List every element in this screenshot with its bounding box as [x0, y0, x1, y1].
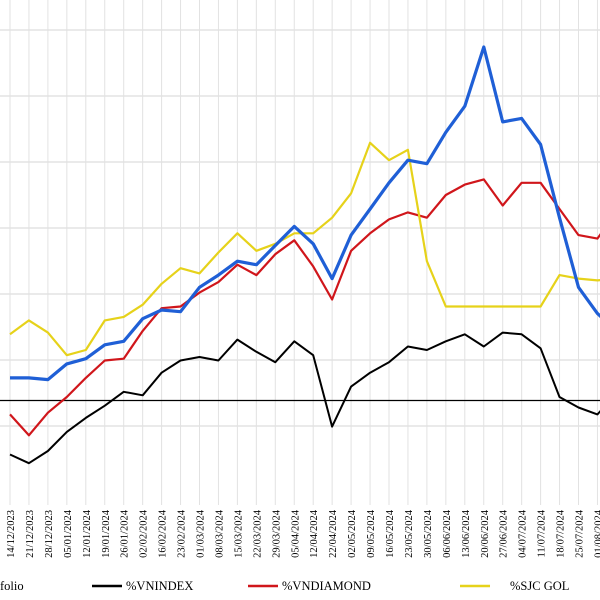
x-tick-label: 16/02/2024	[158, 509, 169, 558]
x-tick-label: 04/07/2024	[518, 509, 529, 558]
x-tick-label: 11/07/2024	[537, 509, 548, 557]
x-tick-label: 20/06/2024	[480, 509, 491, 558]
legend-item: %VNDIAMOND	[248, 579, 371, 593]
x-tick-label: 22/03/2024	[252, 509, 263, 558]
x-tick-label: 06/06/2024	[442, 509, 453, 558]
x-tick-label: 05/04/2024	[290, 509, 301, 558]
legend-label: %VNINDEX	[126, 579, 193, 593]
legend-item: folio	[0, 579, 24, 593]
x-tick-label: 29/03/2024	[271, 509, 282, 558]
x-tick-label: 21/12/2023	[25, 510, 36, 558]
legend-item: %SJC GOL	[460, 579, 569, 593]
series-line-sjcgold	[9, 141, 600, 357]
x-tick-label: 05/01/2024	[63, 509, 74, 558]
legend: folio %VNINDEX %VNDIAMOND %SJC GOL	[0, 579, 569, 593]
x-tick-label: 27/06/2024	[499, 509, 510, 558]
series-layer	[9, 45, 600, 465]
x-tick-label: 13/06/2024	[461, 509, 472, 558]
x-tick-label: 25/07/2024	[575, 509, 586, 558]
series-line-folio	[10, 45, 600, 382]
series-line-vnindex	[9, 331, 600, 465]
x-tick-label: 23/05/2024	[404, 509, 415, 558]
series-line-vndiamond	[9, 178, 600, 437]
x-tick-label: 15/03/2024	[233, 509, 244, 558]
x-tick-label: 18/07/2024	[556, 509, 567, 558]
x-tick-label: 28/12/2023	[44, 510, 55, 558]
x-tick-label: 12/01/2024	[82, 509, 93, 558]
legend-label: %SJC GOL	[510, 579, 569, 593]
legend-label: folio	[0, 579, 24, 593]
x-tick-label: 09/05/2024	[366, 509, 377, 558]
x-tick-label: 26/01/2024	[120, 509, 131, 558]
x-tick-label: 16/05/2024	[385, 509, 396, 558]
gridlines	[0, 0, 600, 505]
x-tick-label: 19/01/2024	[101, 509, 112, 558]
x-axis-tick-labels: 14/12/2023 21/12/2023 28/12/2023 05/01/2024…	[6, 509, 600, 558]
x-tick-label: 02/05/2024	[347, 509, 358, 558]
x-tick-label: 08/03/2024	[214, 509, 225, 558]
x-tick-label: 12/04/2024	[309, 509, 320, 558]
x-tick-label: 30/05/2024	[423, 509, 434, 558]
x-tick-label: 02/02/2024	[139, 509, 150, 558]
x-tick-label: 23/02/2024	[177, 509, 188, 558]
legend-item: %VNINDEX	[92, 579, 193, 593]
x-tick-label: 01/03/2024	[196, 509, 207, 558]
x-tick-label: 01/08/2024	[593, 509, 600, 558]
legend-label: %VNDIAMOND	[282, 579, 371, 593]
x-tick-label: 22/04/2024	[328, 509, 339, 558]
x-tick-label: 14/12/2023	[6, 510, 17, 558]
